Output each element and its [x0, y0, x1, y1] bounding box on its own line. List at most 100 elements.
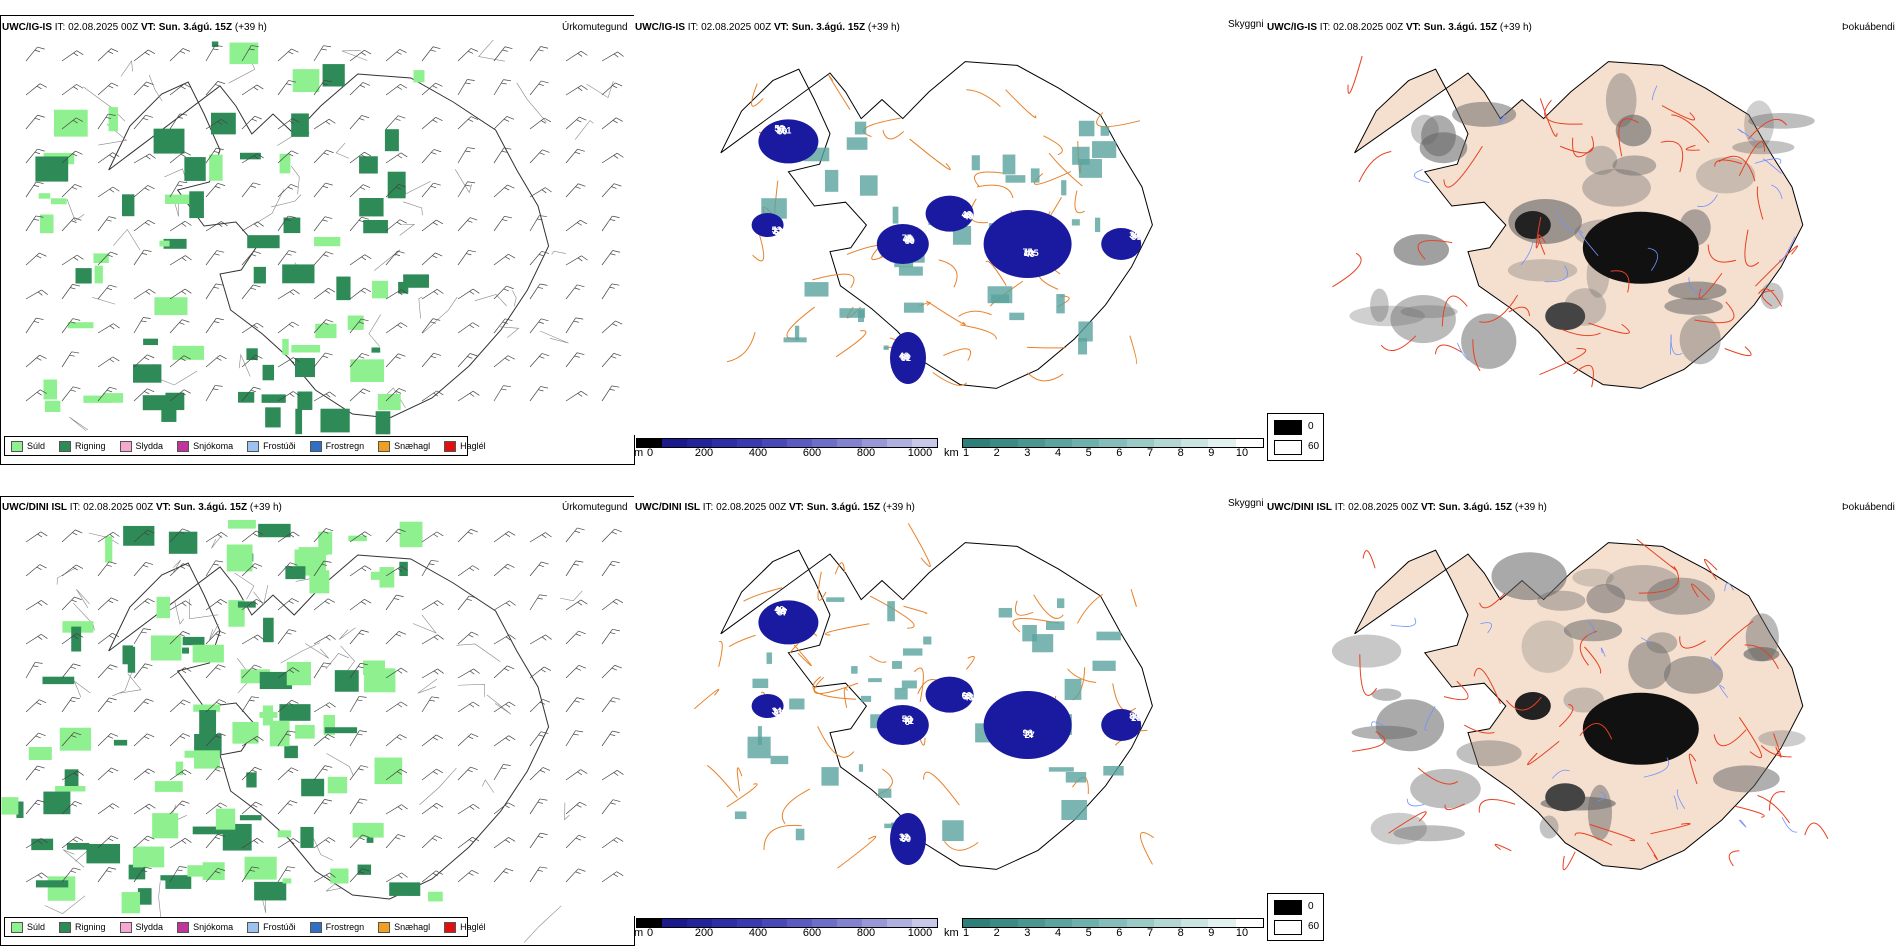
precip-cell	[189, 191, 204, 219]
precip-cell	[182, 636, 205, 646]
wind-barb	[565, 284, 585, 300]
wind-barb	[241, 766, 262, 781]
colorbar-tick-label: 5	[1085, 447, 1092, 459]
wind-barb	[385, 250, 405, 266]
road-line	[1074, 190, 1085, 214]
legend-item: Haglél	[444, 440, 486, 452]
road-line	[817, 726, 855, 758]
wind-barb	[133, 733, 155, 747]
colorbar-tick-label: 9	[1208, 927, 1215, 939]
wind-barb	[421, 116, 443, 130]
river-line	[1710, 656, 1722, 670]
colorbar-tick-label: 2	[993, 927, 1000, 939]
road-line	[693, 688, 720, 710]
precip-cell	[295, 408, 303, 435]
low-cloud-area	[758, 600, 819, 645]
wind-barb	[457, 353, 478, 368]
precip-cell	[371, 347, 381, 353]
river-line	[1754, 158, 1782, 165]
wind-barb	[97, 48, 119, 62]
visibility-cell	[826, 597, 845, 602]
precip-cell	[286, 661, 311, 686]
legend-item: Frostregn	[309, 921, 364, 933]
cloudbase-label: 87	[777, 607, 787, 617]
wind-barb	[97, 356, 120, 368]
wind-barb	[457, 116, 479, 130]
river-line	[1578, 229, 1599, 256]
wind-barb	[421, 182, 441, 198]
wind-barb	[313, 734, 335, 747]
road-line	[551, 250, 567, 255]
road-line	[752, 235, 765, 262]
road-line	[120, 60, 133, 77]
visibility-unit-2: km	[944, 927, 959, 939]
road-line	[341, 50, 368, 61]
fog-area	[1572, 568, 1614, 587]
cloudbase-label: 32	[899, 832, 909, 842]
colorbar-cell	[990, 919, 1018, 927]
colorbar-cell	[712, 919, 737, 927]
wind-barb	[601, 152, 624, 164]
wind-barb	[421, 734, 444, 747]
wind-barb	[457, 390, 480, 402]
road-line	[174, 600, 185, 625]
wind-barb	[493, 116, 515, 130]
visibility-cell	[1056, 598, 1065, 609]
wind-barb	[313, 799, 333, 815]
cloudbase-label: 71	[1024, 729, 1034, 739]
precip-cell	[71, 626, 82, 652]
wind-barb	[169, 220, 192, 232]
colorbar-cell	[1208, 439, 1236, 447]
legend-item: Slydda	[119, 921, 163, 933]
cloudbase-label: 52	[774, 708, 784, 718]
fog-legend-swatch	[1274, 440, 1302, 455]
wind-barb	[97, 767, 119, 781]
wind-barb	[349, 662, 368, 679]
river-line	[1424, 705, 1436, 731]
river-line	[1688, 277, 1708, 293]
wind-barb	[133, 185, 155, 198]
wind-barb	[61, 801, 82, 815]
wind-barb	[169, 699, 191, 713]
wind-barb	[169, 151, 191, 164]
visibility-ticks-1: 1 2 3 4 5 6 7 8 9 10	[963, 447, 1248, 461]
road-line	[793, 644, 812, 667]
precip-cell	[282, 878, 292, 884]
lead-time: (+39 h)	[1499, 22, 1532, 33]
road-line	[1544, 99, 1583, 125]
road-line	[1574, 832, 1613, 846]
road-line	[1610, 270, 1630, 293]
wind-barb	[205, 385, 223, 402]
road-line	[1572, 137, 1594, 158]
road-line	[1026, 346, 1067, 349]
precip-cell	[403, 274, 429, 288]
low-cloud-area	[758, 119, 819, 164]
colorbar-tick-label: 3	[1024, 927, 1031, 939]
road-line	[909, 138, 951, 171]
legend-swatch	[309, 440, 322, 452]
panel-title-cloud-1: UWC/IG-IS IT: 02.08.2025 00Z VT: Sun. 3.…	[635, 22, 900, 33]
road-line	[189, 598, 219, 620]
cloud-panel-1: 58 75 48 75 30 49 53 37 45 48 105 94 66 22 161 45 49 43 35…	[634, 15, 1264, 435]
wind-barb	[97, 697, 117, 713]
precip-cell	[320, 408, 350, 433]
wind-barb	[493, 46, 513, 62]
colorbar-cell	[1099, 439, 1127, 447]
wind-barb	[205, 802, 227, 815]
visibility-cell	[752, 678, 769, 689]
road-line	[1535, 216, 1542, 249]
vt-value: Sun. 3.ágú. 15Z	[806, 502, 881, 513]
wind-barb	[421, 219, 444, 232]
wind-barb	[133, 628, 151, 645]
river-line	[1737, 128, 1758, 143]
wind-barb	[529, 283, 548, 300]
road-line	[481, 779, 495, 793]
precip-cell	[194, 750, 220, 769]
colorbar-cell	[837, 439, 862, 447]
fog-legend-2: 0 60	[1267, 893, 1324, 941]
lead-time: (+39 h)	[1514, 502, 1547, 513]
wind-barb	[565, 317, 584, 334]
panel-title-fog-2: UWC/DINI ISL IT: 02.08.2025 00Z VT: Sun.…	[1267, 502, 1547, 513]
wind-barb	[61, 254, 84, 266]
road-line	[1588, 322, 1630, 334]
